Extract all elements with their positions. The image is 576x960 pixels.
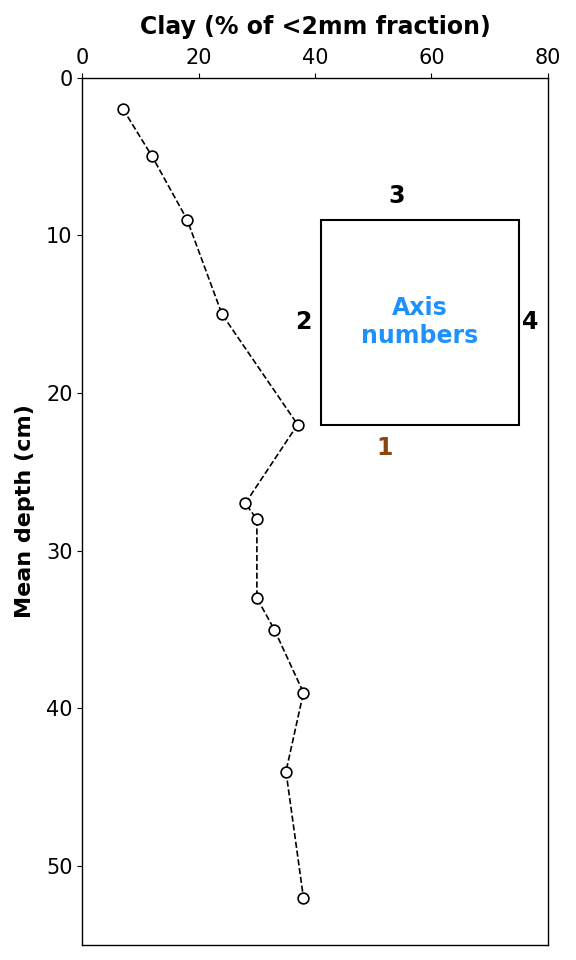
- Y-axis label: Mean depth (cm): Mean depth (cm): [15, 404, 35, 618]
- Text: 4: 4: [522, 310, 539, 334]
- Text: Axis
numbers: Axis numbers: [361, 296, 479, 348]
- Point: [293, 417, 302, 432]
- Point: [270, 622, 279, 637]
- Point: [252, 512, 262, 527]
- Point: [217, 306, 226, 322]
- Point: [241, 495, 250, 511]
- X-axis label: Clay (% of <2mm fraction): Clay (% of <2mm fraction): [140, 15, 490, 39]
- Point: [119, 102, 128, 117]
- Text: 1: 1: [377, 436, 393, 460]
- Point: [299, 890, 308, 905]
- Point: [299, 685, 308, 701]
- Bar: [321, 220, 519, 424]
- Point: [147, 149, 157, 164]
- Text: 2: 2: [295, 310, 312, 334]
- Text: 3: 3: [388, 184, 405, 208]
- Point: [183, 212, 192, 228]
- Point: [252, 590, 262, 606]
- Point: [281, 764, 290, 780]
